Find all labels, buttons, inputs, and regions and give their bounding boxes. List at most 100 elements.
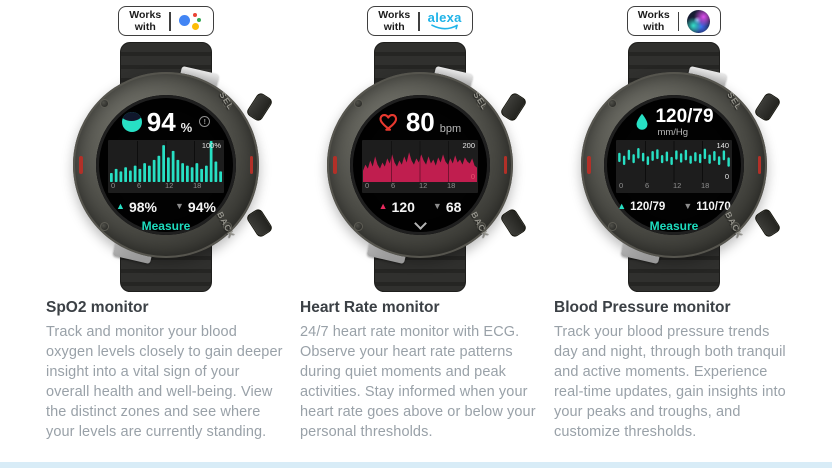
feature-description: Track and monitor your blood oxygen leve…: [46, 324, 283, 440]
case-screw: [608, 222, 617, 231]
heart-icon: [379, 113, 397, 131]
works-with-siri-badge: Works with: [626, 6, 722, 36]
bp-stats: ▲ 120/79 ▼ 110/70: [617, 197, 731, 216]
feature-title: SpO2 monitor: [46, 299, 149, 316]
blood-pressure-reading: 120/79 mm/Hg: [634, 107, 714, 138]
case-red-accent: [249, 156, 253, 174]
measure-button[interactable]: Measure: [141, 219, 191, 234]
chart-ymin-label: 0: [724, 172, 729, 182]
low-stat: ▼ 68: [433, 199, 462, 215]
heart-rate-chart-panel: 200 0 0 6 12 18: [362, 139, 478, 194]
up-triangle-icon: ▲: [116, 201, 125, 212]
chart-ymax-label: 100%: [201, 140, 221, 150]
case-screw: [223, 99, 232, 108]
watch-button-back: [245, 207, 274, 239]
case-screw: [354, 222, 363, 231]
watch-case: SEL BACK 94 % ! 100% 0 6 12 18: [73, 72, 259, 258]
works-with-label: Works with: [378, 9, 410, 33]
chevron-down-icon[interactable]: [413, 217, 427, 231]
back-button-label: BACK: [215, 210, 238, 240]
watch-case: SEL BACK 80 bpm 200 0: [327, 72, 513, 258]
back-button-label: BACK: [723, 210, 746, 240]
case-red-accent: [587, 156, 591, 174]
x-tick-label: 18: [193, 181, 202, 191]
bp-value: 120/79: [655, 105, 714, 127]
alexa-wordmark: alexa: [427, 10, 462, 25]
badge-divider: [677, 11, 680, 31]
feature-showcase: Works with SEL BACK: [46, 6, 786, 442]
down-triangle-icon: ▼: [683, 201, 693, 212]
chart-x-axis: 0 6 12 18: [616, 181, 732, 192]
badge-divider: [169, 11, 171, 31]
low-stat: ▼ 94%: [175, 199, 216, 215]
info-icon: !: [199, 116, 211, 128]
x-tick-label: 6: [137, 181, 142, 191]
feature-title: Blood Pressure monitor: [554, 299, 731, 316]
with-label: with: [643, 21, 665, 33]
high-stat: ▲ 120: [379, 199, 415, 215]
watch-button-sel: [753, 91, 782, 123]
action-row: [413, 217, 427, 235]
low-stat: ▼ 110/70: [683, 201, 730, 213]
next-section-edge: [0, 462, 832, 468]
case-screw: [477, 222, 486, 231]
watch-case: SEL BACK 120/79 mm/Hg: [581, 72, 767, 258]
bp-value-stack: 120/79 mm/Hg: [655, 107, 713, 138]
spo2-reading: 94 % !: [121, 106, 211, 137]
smartwatch-blood-pressure: SEL BACK 120/79 mm/Hg: [571, 40, 782, 292]
up-triangle-icon: ▲: [378, 201, 388, 212]
with-label: with: [134, 21, 156, 33]
spo2-chart: [109, 140, 223, 182]
feature-description: Track your blood pressure trends day and…: [554, 324, 786, 440]
smartwatch-heart-rate: SEL BACK 80 bpm 200 0: [317, 40, 528, 292]
heart-rate-chart: [363, 140, 477, 182]
works-with-label: Works with: [129, 9, 161, 33]
measure-button[interactable]: Measure: [649, 219, 699, 234]
sel-button-label: SEL: [471, 90, 491, 112]
watch-screen-heart-rate: 80 bpm 200 0 0 6 12 18 ▲ 120: [350, 95, 490, 235]
high-value: 120: [391, 198, 415, 215]
case-screw: [731, 99, 740, 108]
watch-button-back: [753, 207, 782, 239]
chart-ymax-label: 200: [462, 140, 475, 150]
x-tick-label: 0: [619, 181, 624, 191]
feature-title: Heart Rate monitor: [300, 299, 440, 316]
blood-pressure-chart: [618, 141, 730, 182]
watch-screen-spo2: 94 % ! 100% 0 6 12 18 ▲ 98%: [96, 95, 236, 235]
down-triangle-icon: ▼: [432, 201, 442, 212]
x-tick-label: 12: [419, 181, 428, 191]
case-red-accent: [757, 156, 761, 174]
spo2-value: 94: [146, 106, 176, 137]
spo2-stats: ▲ 98% ▼ 94%: [116, 197, 216, 216]
case-screw: [354, 99, 363, 108]
watch-button-sel: [245, 91, 274, 123]
watch-screen-blood-pressure: 120/79 mm/Hg 140 0 0 6 12 18 ▲ 120/79: [604, 95, 744, 235]
chart-x-axis: 0 6 12 18: [362, 181, 478, 192]
feature-column-spo2: Works with SEL BACK: [46, 6, 286, 442]
watch-button-back: [499, 207, 528, 239]
x-tick-label: 18: [701, 181, 710, 191]
action-row: Measure: [142, 219, 191, 235]
chart-ymax-label: 140: [716, 141, 729, 150]
works-label: Works: [637, 8, 670, 21]
droplet-icon: [636, 113, 648, 130]
watch-button-sel: [499, 91, 528, 123]
case-red-accent: [333, 156, 337, 174]
sel-button-label: SEL: [217, 90, 237, 112]
high-value: 98%: [128, 198, 157, 215]
spo2-gauge-icon: [121, 111, 142, 132]
works-label: Works: [129, 8, 162, 21]
x-tick-label: 6: [391, 181, 396, 191]
case-red-accent: [503, 156, 507, 174]
spo2-unit: %: [180, 119, 193, 135]
case-screw: [100, 222, 109, 231]
heart-rate-reading: 80 bpm: [379, 107, 461, 137]
alexa-smile-icon: [430, 24, 458, 30]
low-value: 68: [445, 198, 462, 215]
works-with-google-badge: Works with: [118, 6, 214, 36]
case-screw: [477, 99, 486, 108]
heart-rate-stats: ▲ 120 ▼ 68: [379, 197, 462, 216]
bp-chart-panel: 140 0 0 6 12 18: [616, 140, 732, 194]
case-screw: [100, 99, 109, 108]
heart-rate-value: 80: [405, 106, 435, 137]
